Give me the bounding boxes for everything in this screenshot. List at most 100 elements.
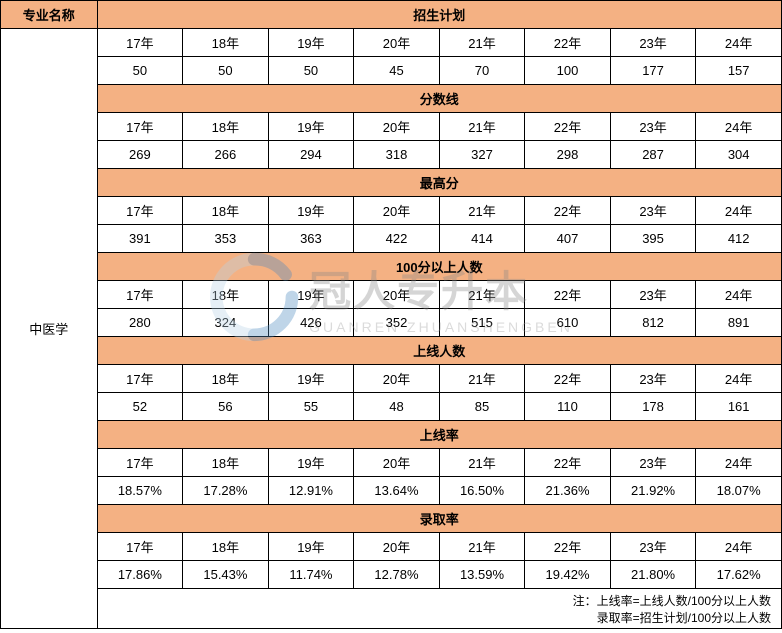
data-cell: 50 bbox=[268, 57, 354, 85]
data-cell: 422 bbox=[354, 225, 440, 253]
data-cell: 12.91% bbox=[268, 477, 354, 505]
data-cell: 353 bbox=[183, 225, 269, 253]
year-cell: 19年 bbox=[268, 281, 354, 309]
data-cell: 50 bbox=[183, 57, 269, 85]
year-cell: 21年 bbox=[439, 29, 525, 57]
year-cell: 20年 bbox=[354, 29, 440, 57]
year-cell: 17年 bbox=[97, 365, 183, 393]
year-cell: 19年 bbox=[268, 29, 354, 57]
data-cell: 324 bbox=[183, 309, 269, 337]
year-cell: 21年 bbox=[439, 197, 525, 225]
year-cell: 21年 bbox=[439, 113, 525, 141]
data-cell: 269 bbox=[97, 141, 183, 169]
section-header: 上线人数 bbox=[97, 337, 781, 365]
year-cell: 19年 bbox=[268, 533, 354, 561]
data-cell: 45 bbox=[354, 57, 440, 85]
year-cell: 17年 bbox=[97, 29, 183, 57]
major-name-header: 专业名称 bbox=[1, 1, 98, 29]
data-cell: 11.74% bbox=[268, 561, 354, 589]
year-cell: 18年 bbox=[183, 449, 269, 477]
data-cell: 177 bbox=[610, 57, 696, 85]
year-cell: 18年 bbox=[183, 533, 269, 561]
year-cell: 24年 bbox=[696, 365, 782, 393]
admissions-table-container: 专业名称招生计划中医学17年18年19年20年21年22年23年24年50505… bbox=[0, 0, 782, 629]
data-cell: 178 bbox=[610, 393, 696, 421]
data-cell: 19.42% bbox=[525, 561, 611, 589]
year-cell: 20年 bbox=[354, 449, 440, 477]
year-cell: 18年 bbox=[183, 197, 269, 225]
data-cell: 52 bbox=[97, 393, 183, 421]
year-cell: 23年 bbox=[610, 281, 696, 309]
year-cell: 19年 bbox=[268, 449, 354, 477]
year-cell: 20年 bbox=[354, 113, 440, 141]
year-cell: 17年 bbox=[97, 449, 183, 477]
data-cell: 18.07% bbox=[696, 477, 782, 505]
year-cell: 23年 bbox=[610, 533, 696, 561]
year-cell: 24年 bbox=[696, 197, 782, 225]
year-cell: 23年 bbox=[610, 197, 696, 225]
year-cell: 18年 bbox=[183, 365, 269, 393]
year-cell: 22年 bbox=[525, 365, 611, 393]
data-cell: 280 bbox=[97, 309, 183, 337]
data-cell: 70 bbox=[439, 57, 525, 85]
year-cell: 21年 bbox=[439, 281, 525, 309]
data-cell: 100 bbox=[525, 57, 611, 85]
data-cell: 266 bbox=[183, 141, 269, 169]
section-header: 最高分 bbox=[97, 169, 781, 197]
data-cell: 17.62% bbox=[696, 561, 782, 589]
data-cell: 352 bbox=[354, 309, 440, 337]
year-cell: 24年 bbox=[696, 281, 782, 309]
admissions-table: 专业名称招生计划中医学17年18年19年20年21年22年23年24年50505… bbox=[0, 0, 782, 629]
data-cell: 12.78% bbox=[354, 561, 440, 589]
data-cell: 407 bbox=[525, 225, 611, 253]
section-header: 100分以上人数 bbox=[97, 253, 781, 281]
data-cell: 298 bbox=[525, 141, 611, 169]
data-cell: 157 bbox=[696, 57, 782, 85]
data-cell: 812 bbox=[610, 309, 696, 337]
data-cell: 304 bbox=[696, 141, 782, 169]
data-cell: 13.59% bbox=[439, 561, 525, 589]
year-cell: 22年 bbox=[525, 29, 611, 57]
year-cell: 23年 bbox=[610, 29, 696, 57]
data-cell: 48 bbox=[354, 393, 440, 421]
year-cell: 22年 bbox=[525, 533, 611, 561]
data-cell: 327 bbox=[439, 141, 525, 169]
year-cell: 17年 bbox=[97, 197, 183, 225]
data-cell: 21.92% bbox=[610, 477, 696, 505]
data-cell: 161 bbox=[696, 393, 782, 421]
section-header: 招生计划 bbox=[97, 1, 781, 29]
year-cell: 23年 bbox=[610, 113, 696, 141]
year-cell: 24年 bbox=[696, 113, 782, 141]
year-cell: 20年 bbox=[354, 281, 440, 309]
data-cell: 17.28% bbox=[183, 477, 269, 505]
year-cell: 23年 bbox=[610, 449, 696, 477]
year-cell: 23年 bbox=[610, 365, 696, 393]
data-cell: 395 bbox=[610, 225, 696, 253]
data-cell: 412 bbox=[696, 225, 782, 253]
data-cell: 610 bbox=[525, 309, 611, 337]
major-name-value: 中医学 bbox=[1, 29, 98, 629]
data-cell: 85 bbox=[439, 393, 525, 421]
year-cell: 22年 bbox=[525, 197, 611, 225]
data-cell: 891 bbox=[696, 309, 782, 337]
year-cell: 22年 bbox=[525, 281, 611, 309]
section-header: 录取率 bbox=[97, 505, 781, 533]
year-cell: 21年 bbox=[439, 533, 525, 561]
data-cell: 21.36% bbox=[525, 477, 611, 505]
data-cell: 50 bbox=[97, 57, 183, 85]
data-cell: 15.43% bbox=[183, 561, 269, 589]
data-cell: 56 bbox=[183, 393, 269, 421]
year-cell: 24年 bbox=[696, 533, 782, 561]
year-cell: 22年 bbox=[525, 113, 611, 141]
section-header: 分数线 bbox=[97, 85, 781, 113]
data-cell: 17.86% bbox=[97, 561, 183, 589]
year-cell: 24年 bbox=[696, 29, 782, 57]
data-cell: 318 bbox=[354, 141, 440, 169]
year-cell: 19年 bbox=[268, 365, 354, 393]
section-header: 上线率 bbox=[97, 421, 781, 449]
data-cell: 55 bbox=[268, 393, 354, 421]
year-cell: 20年 bbox=[354, 197, 440, 225]
data-cell: 294 bbox=[268, 141, 354, 169]
year-cell: 21年 bbox=[439, 449, 525, 477]
data-cell: 391 bbox=[97, 225, 183, 253]
